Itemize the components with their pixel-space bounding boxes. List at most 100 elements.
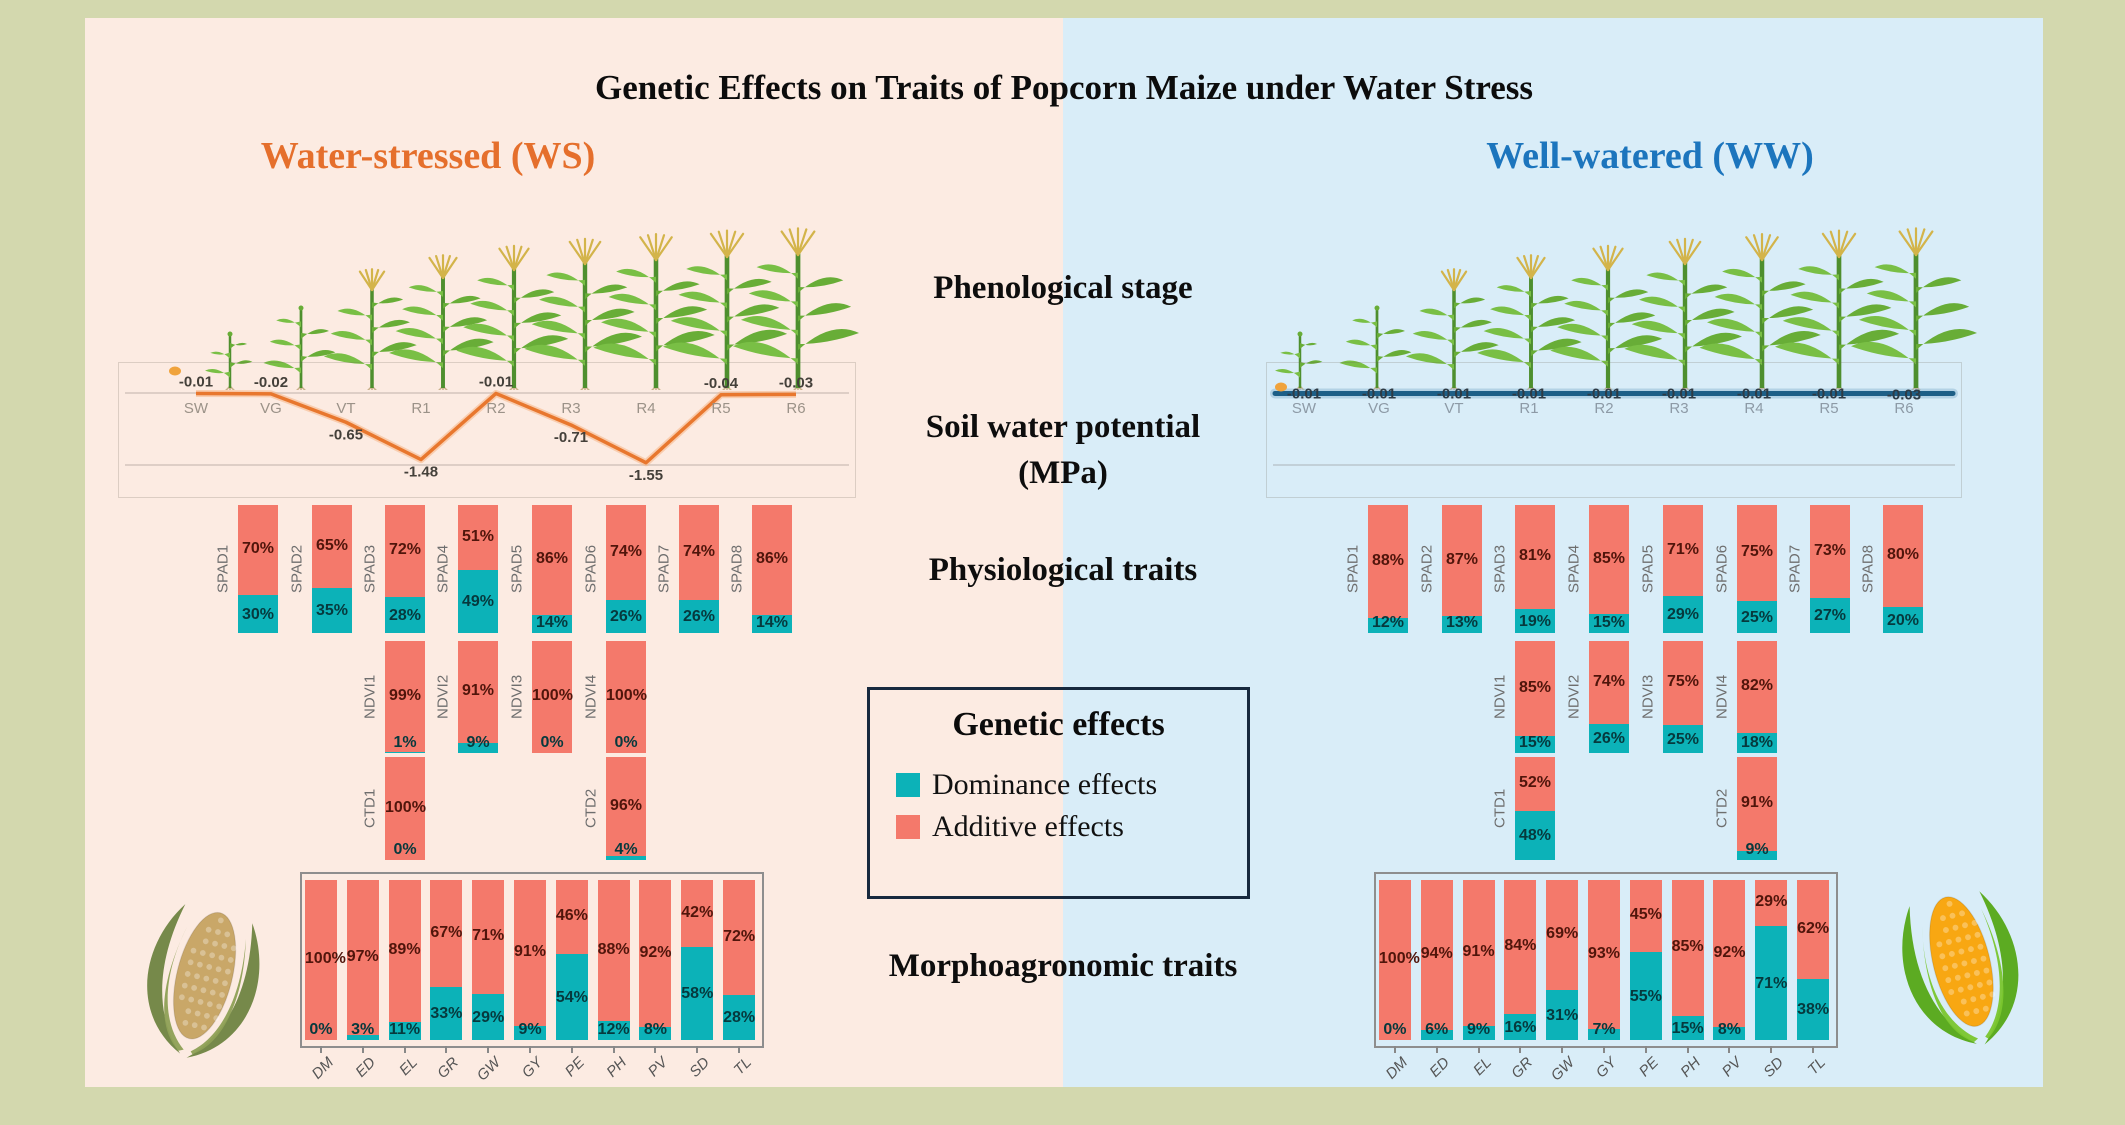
leaf bbox=[1352, 318, 1377, 328]
tassel bbox=[796, 228, 808, 257]
stage-label: VG bbox=[1368, 400, 1390, 417]
leaf bbox=[727, 329, 788, 351]
kernel bbox=[191, 985, 197, 991]
leaf bbox=[1646, 272, 1685, 286]
corn-plant-icon bbox=[663, 229, 788, 390]
kernel bbox=[190, 947, 197, 954]
tassel bbox=[1745, 236, 1764, 262]
leaf bbox=[1280, 351, 1300, 359]
leaf bbox=[1707, 318, 1762, 338]
stage-label: R4 bbox=[1744, 400, 1763, 417]
tassel bbox=[725, 230, 737, 259]
corn-plant-icon bbox=[1477, 254, 1582, 390]
leaf bbox=[1454, 297, 1486, 309]
kernel bbox=[1989, 991, 1996, 998]
kernel bbox=[1965, 934, 1971, 941]
leaf bbox=[1858, 316, 1916, 336]
value-label: -0.65 bbox=[329, 426, 363, 443]
husk-leaf bbox=[186, 923, 260, 1058]
kernel bbox=[1983, 967, 1990, 974]
kernel bbox=[212, 940, 218, 947]
tassel bbox=[441, 256, 458, 280]
leaf bbox=[408, 285, 443, 298]
husk-leaf bbox=[1922, 925, 1979, 1043]
kernel bbox=[199, 950, 206, 956]
leaf bbox=[1405, 353, 1454, 370]
leaf bbox=[276, 318, 301, 328]
morpho-chart-box-ws bbox=[300, 872, 764, 1048]
cob-body bbox=[172, 911, 237, 1040]
kernel bbox=[1980, 955, 1987, 962]
stage-label: VG bbox=[260, 400, 282, 417]
corn-plant-icon bbox=[1775, 229, 1900, 390]
leaf bbox=[456, 346, 514, 367]
leaf bbox=[678, 291, 727, 309]
seed-icon bbox=[1275, 382, 1287, 392]
cob-group bbox=[147, 904, 260, 1058]
kernel bbox=[185, 1008, 192, 1015]
leaf bbox=[1531, 317, 1576, 333]
kernel bbox=[201, 1024, 207, 1031]
tassel bbox=[1914, 230, 1934, 257]
growing-tip bbox=[1374, 305, 1380, 311]
leaf bbox=[1762, 281, 1806, 297]
leaf bbox=[1377, 329, 1405, 339]
tassel bbox=[1752, 234, 1764, 262]
leaf bbox=[1564, 300, 1608, 317]
tassel bbox=[1452, 270, 1468, 292]
leaf bbox=[1531, 295, 1569, 309]
kernel bbox=[1960, 998, 1967, 1005]
leaf bbox=[372, 342, 417, 358]
leaf bbox=[514, 312, 562, 329]
leaf bbox=[1714, 293, 1762, 311]
leaf bbox=[593, 343, 656, 366]
leaf bbox=[727, 278, 772, 295]
leaf bbox=[585, 308, 635, 326]
leaf bbox=[1608, 335, 1663, 355]
leaf bbox=[1685, 332, 1742, 353]
leaf bbox=[1496, 285, 1531, 298]
kernel bbox=[205, 926, 212, 933]
kernel bbox=[224, 931, 231, 938]
corn-plant-icon bbox=[1624, 237, 1742, 390]
kernel bbox=[1977, 943, 1984, 950]
leaf bbox=[372, 297, 404, 309]
kernel bbox=[179, 994, 185, 1001]
leaf bbox=[1345, 339, 1377, 351]
tassel bbox=[646, 234, 658, 262]
tassel bbox=[709, 232, 729, 259]
tassel bbox=[1821, 232, 1841, 259]
kernel bbox=[222, 980, 228, 987]
tassel bbox=[725, 232, 745, 259]
tassel bbox=[1668, 240, 1687, 266]
leaf bbox=[1571, 277, 1608, 291]
kernel bbox=[219, 991, 225, 998]
tassel bbox=[1760, 236, 1779, 262]
leaf bbox=[524, 344, 585, 366]
corn-plant-icon bbox=[1339, 305, 1412, 390]
tassel bbox=[428, 256, 445, 280]
corn-plant-icon bbox=[1851, 227, 1978, 390]
leaf bbox=[330, 330, 372, 346]
leaf bbox=[1851, 341, 1916, 365]
value-label: -1.55 bbox=[629, 467, 663, 484]
kernel bbox=[1939, 953, 1946, 960]
corn-plant-icon bbox=[323, 268, 417, 390]
value-label: -0.01 bbox=[1362, 385, 1396, 402]
kernel bbox=[1961, 960, 1968, 967]
leaf bbox=[477, 277, 514, 291]
leaf bbox=[1866, 290, 1916, 308]
leaf bbox=[1454, 319, 1492, 333]
leaf bbox=[301, 329, 329, 339]
stage-label: VT bbox=[1444, 400, 1463, 417]
value-label: -0.03 bbox=[779, 374, 813, 391]
stage-label: R6 bbox=[1894, 400, 1913, 417]
kernel bbox=[1964, 972, 1971, 979]
tassel bbox=[788, 228, 800, 257]
ww-panel-header: Well-watered (WW) bbox=[1486, 135, 1814, 177]
leaf bbox=[1608, 289, 1649, 304]
stage-label: R2 bbox=[1594, 400, 1613, 417]
value-label: -0.03 bbox=[1887, 386, 1921, 403]
kernel bbox=[194, 973, 200, 980]
leaf bbox=[1300, 360, 1323, 369]
